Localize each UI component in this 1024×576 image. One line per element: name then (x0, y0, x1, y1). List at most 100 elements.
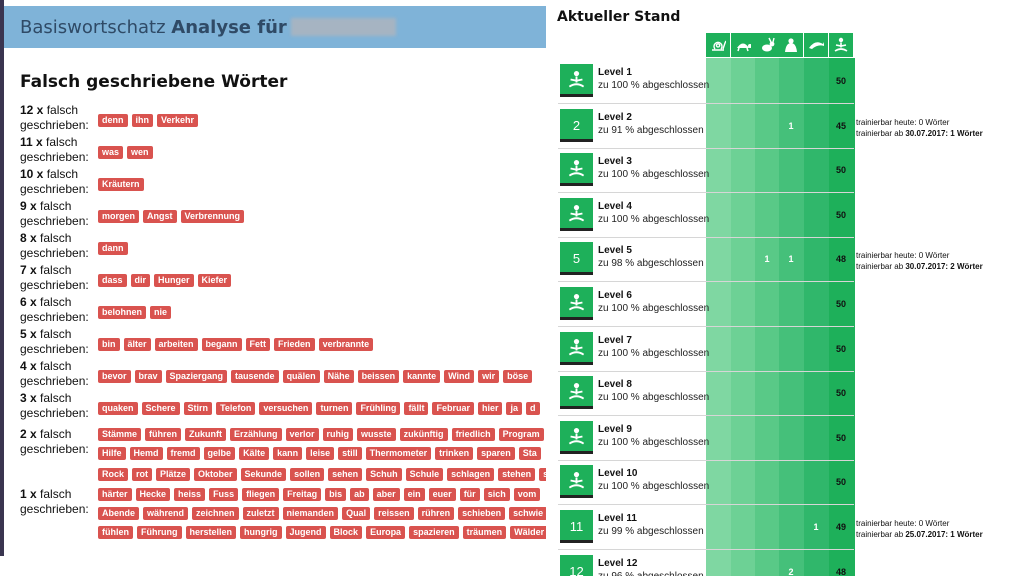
word-tag[interactable]: Kälte (239, 447, 270, 460)
word-tag[interactable]: hungrig (240, 526, 282, 539)
word-tag[interactable]: sparen (477, 447, 515, 460)
word-tag[interactable]: Program (498, 428, 544, 441)
word-tag[interactable]: Frieden (274, 338, 315, 351)
level-badge[interactable] (560, 420, 593, 454)
word-tag[interactable]: brav (134, 370, 162, 383)
word-tag[interactable]: Schere (141, 402, 180, 415)
word-tag[interactable]: beissen (357, 370, 400, 383)
word-tag[interactable]: wen (127, 146, 153, 159)
level-row[interactable]: Level 1 zu 100 % abgeschlossen (558, 59, 850, 103)
word-tag[interactable]: sehen (328, 468, 363, 481)
word-tag[interactable]: Schule (405, 468, 444, 481)
level-row[interactable]: Level 10 zu 100 % abgeschlossen (558, 460, 850, 504)
word-tag[interactable]: was (98, 146, 124, 159)
word-tag[interactable]: kann (273, 447, 303, 460)
word-tag[interactable]: dann (98, 242, 128, 255)
word-tag[interactable]: härter (98, 488, 132, 501)
word-tag[interactable]: Thermometer (365, 447, 432, 460)
word-tag[interactable]: zeichnen (192, 507, 239, 520)
word-tag[interactable]: rühren (417, 507, 455, 520)
level-badge[interactable]: 11 (560, 510, 593, 543)
word-tag[interactable]: Block (329, 526, 363, 539)
word-tag[interactable]: Verkehr (157, 114, 199, 127)
level-row[interactable]: 5 Level 5 zu 98 % abgeschlossen (558, 237, 850, 281)
word-tag[interactable]: friedlich (451, 428, 495, 441)
word-tag[interactable]: für (459, 488, 480, 501)
level-row[interactable]: 11 Level 11 zu 99 % abgeschlossen (558, 505, 850, 549)
word-tag[interactable]: fliegen (242, 488, 280, 501)
word-tag[interactable]: vom (513, 488, 541, 501)
word-tag[interactable]: führen (145, 428, 182, 441)
word-tag[interactable]: turnen (316, 402, 353, 415)
level-badge[interactable]: 12 (560, 554, 593, 576)
level-row[interactable]: Level 7 zu 100 % abgeschlossen (558, 327, 850, 371)
word-tag[interactable]: Sekunde (240, 468, 287, 481)
word-tag[interactable]: spazieren (409, 526, 459, 539)
word-tag[interactable]: gelbe (203, 447, 236, 460)
word-tag[interactable]: Hunger (154, 274, 194, 287)
word-tag[interactable]: verlor (285, 428, 319, 441)
word-tag[interactable]: rot (132, 468, 153, 481)
word-tag[interactable]: älter (123, 338, 151, 351)
word-tag[interactable]: Stirn (183, 402, 213, 415)
word-tag[interactable]: arbeiten (154, 338, 198, 351)
level-badge[interactable] (560, 331, 593, 365)
level-row[interactable]: 2 Level 2 zu 91 % abgeschlossen (558, 104, 850, 148)
word-tag[interactable]: Frühling (356, 402, 401, 415)
word-tag[interactable]: träumen (462, 526, 507, 539)
level-badge[interactable] (560, 287, 593, 320)
word-tag[interactable]: wusste (357, 428, 396, 441)
word-tag[interactable]: nie (150, 306, 172, 319)
level-badge[interactable] (560, 64, 593, 97)
word-tag[interactable]: Hecke (135, 488, 171, 501)
word-tag[interactable]: ja (506, 402, 522, 415)
word-tag[interactable]: Freitag (283, 488, 322, 501)
word-tag[interactable]: schwie (509, 507, 546, 520)
level-badge[interactable] (560, 465, 593, 499)
word-tag[interactable]: Februar (432, 402, 474, 415)
word-tag[interactable]: Verbrennung (180, 210, 245, 223)
word-tag[interactable]: zuletzt (242, 507, 279, 520)
word-tag[interactable]: böse (503, 370, 533, 383)
word-tag[interactable]: kannte (403, 370, 441, 383)
word-tag[interactable]: dir (130, 274, 151, 287)
word-tag[interactable]: belohnen (98, 306, 146, 319)
word-tag[interactable]: Qual (342, 507, 371, 520)
word-tag[interactable]: fühlen (98, 526, 133, 539)
word-tag[interactable]: Hemd (129, 447, 163, 460)
word-tag[interactable]: herstellen (185, 526, 237, 539)
word-tag[interactable]: Jugend (285, 526, 326, 539)
word-tag[interactable]: Rock (98, 468, 129, 481)
level-badge[interactable] (560, 153, 593, 187)
word-tag[interactable]: Wind (444, 370, 475, 383)
word-tag[interactable]: tausende (231, 370, 279, 383)
word-tag[interactable]: Oktober (194, 468, 237, 481)
level-row[interactable]: Level 6 zu 100 % abgeschlossen (558, 282, 850, 326)
level-badge[interactable]: 5 (560, 242, 593, 276)
word-tag[interactable]: Telefon (216, 402, 256, 415)
word-tag[interactable]: Zukunft (185, 428, 227, 441)
word-tag[interactable]: bin (98, 338, 120, 351)
word-tag[interactable]: begann (201, 338, 242, 351)
word-tag[interactable]: fremd (166, 447, 200, 460)
word-tag[interactable]: Fett (245, 338, 271, 351)
word-tag[interactable]: Plätze (156, 468, 191, 481)
word-tag[interactable]: Führung (137, 526, 182, 539)
word-tag[interactable]: d (526, 402, 540, 415)
word-tag[interactable]: ein (403, 488, 425, 501)
word-tag[interactable]: bis (325, 488, 347, 501)
word-tag[interactable]: fällt (404, 402, 429, 415)
level-badge[interactable] (560, 197, 593, 231)
level-row[interactable]: Level 3 zu 100 % abgeschlossen (558, 148, 850, 192)
word-tag[interactable]: morgen (98, 210, 140, 223)
word-tag[interactable]: sich (483, 488, 510, 501)
word-tag[interactable]: Abende (98, 507, 140, 520)
word-tag[interactable]: leise (306, 447, 335, 460)
word-tag[interactable]: schlagen (447, 468, 495, 481)
word-tag[interactable]: Kiefer (197, 274, 232, 287)
word-tag[interactable]: schieben (458, 507, 506, 520)
word-tag[interactable]: wir (478, 370, 500, 383)
word-tag[interactable]: Fuss (209, 488, 239, 501)
word-tag[interactable]: reissen (374, 507, 414, 520)
word-tag[interactable]: ruhig (322, 428, 354, 441)
